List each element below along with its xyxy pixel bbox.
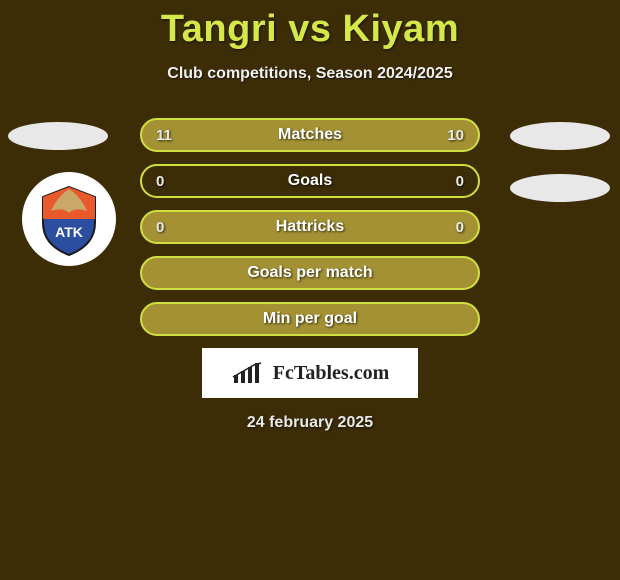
goals-right-value: 0 [456,173,464,190]
hattricks-label: Hattricks [276,218,344,236]
matches-left-value: 11 [156,127,172,144]
mpg-label: Min per goal [263,310,357,328]
shield-icon: ATK [29,179,109,259]
hattricks-left-value: 0 [156,219,164,236]
branding-text: FcTables.com [273,362,389,385]
bar-goals: 0 Goals 0 [140,164,480,198]
matches-right-value: 10 [447,127,464,144]
bar-goals-per-match: Goals per match [140,256,480,290]
branding-box: FcTables.com [202,348,418,398]
club-logo-left: ATK [22,172,116,266]
goals-left-value: 0 [156,173,164,190]
hattricks-right-value: 0 [456,219,464,236]
goals-label: Goals [288,172,332,190]
bar-matches: 11 Matches 10 [140,118,480,152]
date-label: 24 february 2025 [140,414,480,432]
svg-text:ATK: ATK [55,224,83,240]
player-right-badge-2 [510,174,610,202]
stats-bars: 11 Matches 10 0 Goals 0 0 Hattricks 0 Go… [140,118,480,432]
player-left-badge [8,122,108,150]
bar-chart-icon [231,361,267,385]
gpm-label: Goals per match [247,264,372,282]
subtitle: Club competitions, Season 2024/2025 [0,65,620,83]
bar-hattricks: 0 Hattricks 0 [140,210,480,244]
matches-label: Matches [278,126,342,144]
bar-min-per-goal: Min per goal [140,302,480,336]
player-right-badge [510,122,610,150]
page-title: Tangri vs Kiyam [0,0,620,51]
